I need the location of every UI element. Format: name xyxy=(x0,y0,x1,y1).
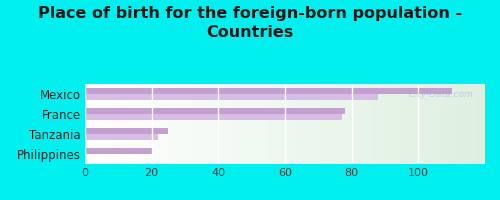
Text: City-Data.com: City-Data.com xyxy=(403,90,473,99)
Bar xyxy=(85,114,342,120)
Bar xyxy=(85,128,168,134)
Bar xyxy=(85,108,345,114)
Text: Place of birth for the foreign-born population -
Countries: Place of birth for the foreign-born popu… xyxy=(38,6,462,40)
Bar xyxy=(85,148,152,154)
Bar xyxy=(85,88,452,94)
Bar xyxy=(85,94,378,100)
Bar xyxy=(85,134,158,140)
